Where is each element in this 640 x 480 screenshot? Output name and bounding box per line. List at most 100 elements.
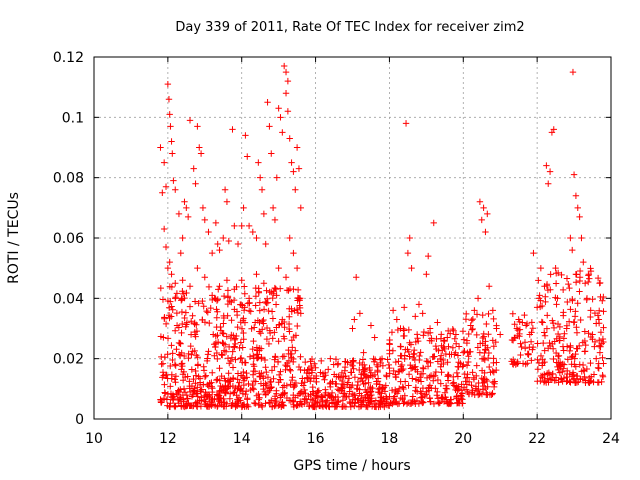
data-point (275, 402, 282, 409)
data-point (172, 379, 179, 386)
data-point (570, 319, 577, 326)
data-point (425, 387, 433, 394)
data-point (375, 385, 383, 393)
data-point (486, 363, 493, 371)
data-point (349, 325, 356, 332)
data-point (586, 379, 593, 386)
data-point (423, 357, 430, 365)
data-point (173, 309, 181, 317)
data-point (367, 383, 374, 391)
data-point (585, 329, 592, 337)
data-point (178, 360, 186, 367)
data-point (599, 373, 607, 380)
data-point (182, 323, 189, 330)
data-point (214, 240, 221, 248)
data-point (480, 376, 487, 383)
data-point (282, 274, 290, 281)
data-point (349, 357, 356, 365)
data-point (264, 373, 272, 381)
data-point (564, 298, 571, 306)
data-point (406, 234, 413, 242)
data-point (389, 307, 397, 314)
data-point (188, 366, 195, 373)
data-point (251, 368, 259, 375)
data-point (197, 387, 205, 395)
data-point (426, 395, 433, 402)
data-point (419, 384, 427, 392)
data-point (543, 162, 550, 169)
data-point (252, 378, 259, 385)
x-tick-label: 22 (528, 431, 546, 447)
data-point (182, 309, 190, 316)
data-point (569, 296, 576, 303)
data-point (294, 309, 302, 317)
data-point (368, 391, 375, 399)
data-point (228, 331, 235, 339)
data-point (541, 283, 548, 290)
data-point (193, 327, 201, 335)
data-point (360, 398, 367, 406)
data-point (443, 385, 451, 393)
data-point (567, 342, 574, 349)
data-point (521, 311, 528, 319)
data-point (583, 295, 591, 302)
data-point (434, 358, 442, 365)
data-point (178, 297, 185, 304)
data-point (224, 300, 232, 308)
data-point (272, 301, 280, 308)
data-point (262, 240, 269, 248)
data-point (164, 335, 172, 342)
data-point (190, 375, 197, 383)
data-point (440, 337, 447, 344)
data-point (247, 308, 254, 315)
data-point (341, 390, 348, 397)
data-point (307, 378, 314, 385)
data-point (519, 319, 526, 326)
data-point (301, 395, 309, 402)
data-point (401, 398, 408, 406)
data-point (360, 371, 368, 378)
data-point (381, 388, 389, 395)
data-point (170, 177, 177, 184)
data-point (162, 243, 170, 251)
data-point (172, 362, 179, 369)
data-point (351, 316, 358, 323)
data-point (220, 330, 227, 337)
data-point (165, 304, 173, 311)
data-point (398, 365, 405, 373)
data-point (381, 403, 388, 411)
data-point (179, 376, 187, 384)
data-point (229, 126, 236, 133)
data-point (290, 384, 297, 391)
data-point (431, 353, 438, 360)
data-point (279, 316, 286, 323)
data-point (184, 395, 191, 402)
data-point (423, 271, 430, 278)
data-point (187, 342, 194, 350)
data-point (407, 341, 415, 348)
data-point (451, 335, 458, 342)
data-point (404, 249, 412, 257)
data-point (169, 356, 176, 364)
data-point (265, 340, 273, 348)
data-point (568, 354, 575, 361)
data-point (238, 222, 245, 230)
data-point (549, 370, 556, 378)
data-point (491, 380, 498, 387)
data-point (490, 369, 498, 376)
data-point (287, 397, 295, 404)
data-point (252, 302, 259, 309)
data-point (521, 339, 529, 346)
data-point (205, 283, 213, 291)
data-point (462, 316, 470, 323)
data-point (157, 144, 164, 151)
data-point (220, 347, 228, 354)
data-point (296, 304, 304, 312)
data-point (597, 343, 604, 350)
data-point (213, 314, 221, 321)
data-point (351, 392, 359, 399)
data-point (596, 280, 603, 287)
data-point (468, 317, 475, 324)
data-point (201, 274, 208, 281)
data-point (378, 355, 386, 362)
